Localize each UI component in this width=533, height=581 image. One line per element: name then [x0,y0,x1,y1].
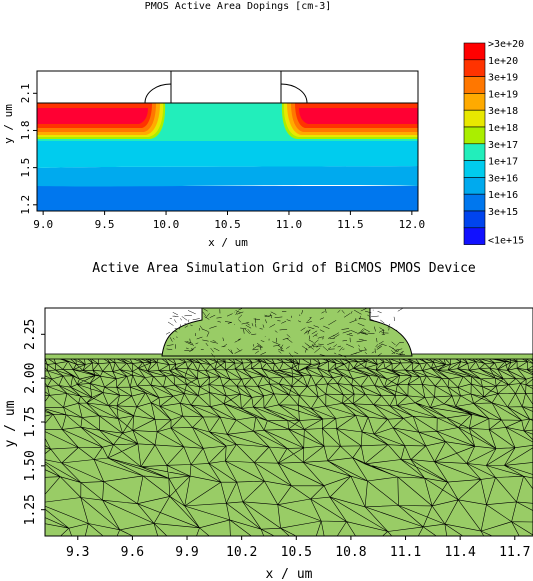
legend-swatch [463,59,486,77]
bottom-x-tick-label: 11.4 [445,545,476,560]
band-1e17 [37,140,418,168]
top-x-tick-label: 12.0 [399,218,426,231]
bottom-x-axis: 9.3 9.6 9.9 10.2 10.5 10.8 11.1 11.4 11.7 [66,536,530,560]
legend-label: 3e+18 [488,106,518,117]
bottom-y-tick-label: 2.25 [23,319,38,350]
doping-legend: >3e+20 1e+20 3e+19 1e+19 3e+18 1e+18 3e+17 1e+1… [463,39,524,247]
legend-label: 1e+20 [488,56,518,67]
gate-triangular-mesh [165,308,406,358]
mesh-edges [45,355,533,536]
triangular-mesh [45,355,533,536]
bottom-x-axis-label: x / um [266,567,313,581]
legend-label: 1e+17 [488,157,518,168]
gate-spacer-mesh [161,308,413,357]
legend-label: 3e+19 [488,73,518,84]
top-x-axis-label: x / um [208,236,248,249]
top-x-tick-label: 9.5 [95,218,115,231]
legend-label: 1e+16 [488,190,518,201]
bottom-y-tick-label: 1.75 [23,406,38,437]
right-implant-3e20 [299,108,418,124]
top-x-tick-label: 10.5 [214,218,241,231]
bottom-x-tick-label: 10.5 [281,545,312,560]
bottom-x-tick-label: 9.6 [121,545,144,560]
top-y-tick-label: 1.5 [19,158,32,178]
legend-swatch [463,143,486,161]
legend-swatch [463,42,486,61]
bottom-x-tick-label: 11.7 [499,545,530,560]
bottom-y-tick-label: 1.25 [23,494,38,525]
legend-swatch [463,193,486,212]
legend-label: <1e+15 [488,236,524,247]
legend-label: 1e+18 [488,123,518,134]
legend-swatch [463,227,486,245]
gate-region [170,71,282,104]
bottom-y-axis-label: y / um [3,400,18,447]
bottom-y-tick-label: 2.00 [23,362,38,393]
top-x-tick-label: 11.0 [276,218,303,231]
band-1e16 [37,186,418,211]
legend-label: 3e+17 [488,140,518,151]
gate-mesh-edges [165,308,406,358]
legend-label: 1e+19 [488,89,518,100]
top-y-tick-label: 1.8 [19,121,32,141]
bottom-x-tick-label: 10.8 [335,545,366,560]
top-y-tick-label: 2.1 [19,83,32,103]
top-y-axis-label: y / um [2,104,15,144]
legend-label: 3e+16 [488,173,518,184]
legend-label: 3e+15 [488,207,518,218]
bottom-y-tick-label: 1.50 [23,450,38,481]
band-3e16 [37,166,418,187]
top-x-tick-label: 9.0 [33,218,53,231]
legend-swatch [463,126,486,145]
bottom-y-axis: 1.25 1.50 1.75 2.00 2.25 [23,319,45,525]
left-implant-3e20 [37,108,148,124]
legend-swatch [463,93,486,111]
silicon-mesh-region [45,357,533,536]
legend-swatch [463,109,486,128]
top-x-axis: 9.0 9.5 10.0 10.5 11.0 11.5 12.0 [33,211,425,231]
bottom-plot-title: Active Area Simulation Grid of BiCMOS PM… [92,261,476,276]
legend-swatch [463,76,486,94]
legend-label: >3e+20 [488,39,524,50]
right-spacer [280,83,308,104]
legend-swatch [463,160,486,178]
legend-swatch [463,177,486,195]
top-x-tick-label: 10.0 [153,218,180,231]
bottom-x-tick-label: 11.1 [390,545,421,560]
simulation-grid-plot [45,308,533,536]
top-plot-title: PMOS Active Area Dopings [cm-3] [145,1,332,12]
left-spacer [144,83,172,104]
top-y-axis: 1.2 1.5 1.8 2.1 [19,83,37,215]
bottom-x-tick-label: 9.9 [175,545,198,560]
bottom-x-tick-label: 10.2 [226,545,257,560]
bottom-x-tick-label: 9.3 [66,545,89,560]
top-y-tick-label: 1.2 [19,195,32,215]
top-x-tick-label: 11.5 [337,218,364,231]
doping-contour-plot [37,71,418,211]
legend-swatch [463,210,486,229]
